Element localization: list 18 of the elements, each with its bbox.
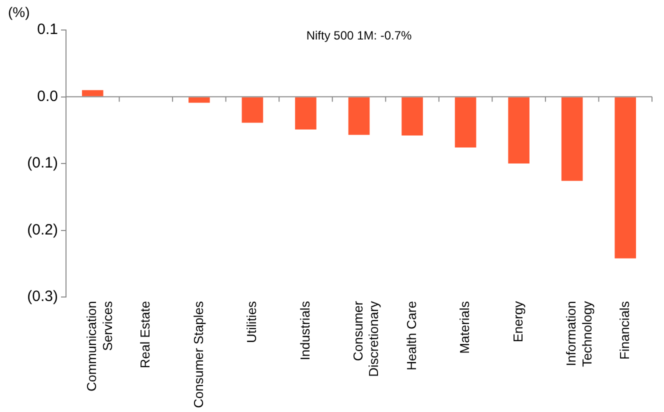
- y-tick-label: 0.1: [37, 21, 58, 38]
- annotation: Nifty 500 1M: -0.7%: [306, 28, 412, 42]
- x-tick-label: Utilities: [244, 300, 260, 343]
- y-tick-label: (0.3): [27, 288, 58, 306]
- x-tick-label: Consumer Discretionary: [350, 300, 382, 377]
- y-tick-label: (0.1): [27, 154, 58, 172]
- x-tick-label: Information Technology: [564, 300, 594, 367]
- y-tick-label: 0.0: [37, 88, 58, 105]
- x-tick-label: Industrials: [297, 300, 312, 360]
- x-tick-label: Energy: [510, 300, 526, 342]
- x-tick-label: Real Estate: [137, 301, 152, 368]
- x-tick-label: Financials: [616, 300, 632, 360]
- y-tick-label: (0.2): [27, 221, 58, 238]
- x-tick-label: Materials: [457, 300, 472, 354]
- x-tick-label: Health Care: [404, 301, 419, 370]
- y-axis-title: (%): [8, 4, 30, 20]
- x-tick-label: Consumer Staples: [190, 300, 206, 408]
- x-tick-label: Communication Services: [84, 300, 115, 392]
